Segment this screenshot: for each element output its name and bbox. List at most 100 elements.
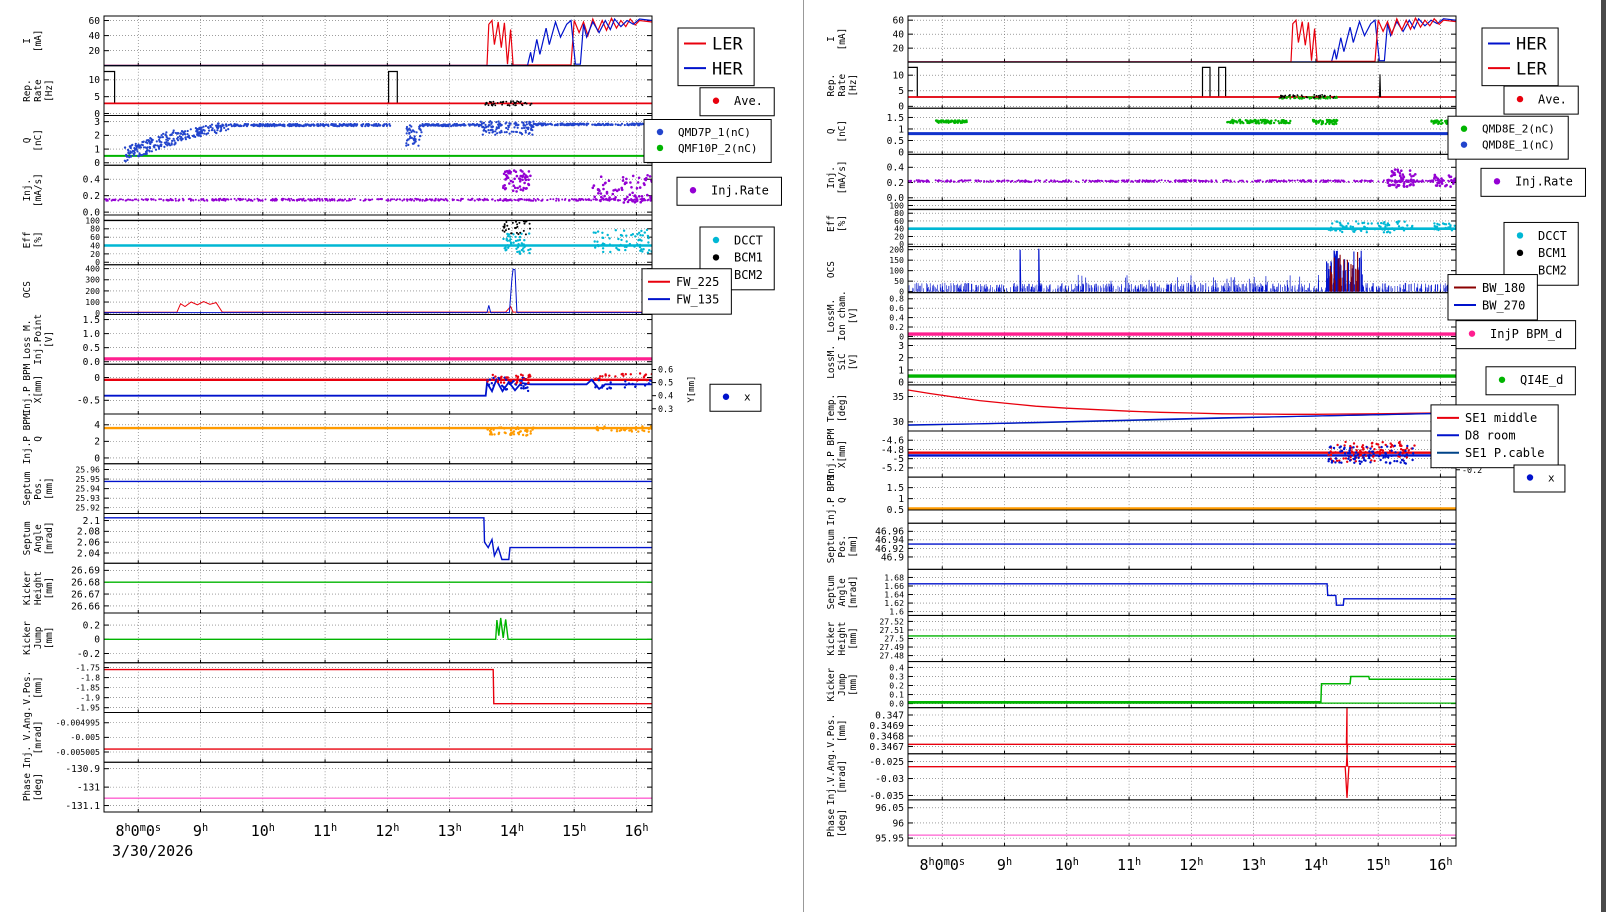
- axis-unit-label: [mm]: [44, 627, 55, 650]
- subplot-charge: 0 1 2 3 Q [nC]: [22, 115, 653, 169]
- legend-item-label: QMD8E_2(nC): [1482, 123, 1555, 136]
- legend-item-label: BW_180: [1482, 281, 1525, 295]
- y-tick-label: 2: [898, 353, 904, 364]
- axis-name-label: Inj.Point: [33, 314, 44, 365]
- legend-item-label: Ave.: [734, 94, 763, 108]
- axis-name-label: I: [22, 38, 33, 44]
- y-tick-label: 27.48: [879, 650, 904, 660]
- axis-unit-label: [mA]: [837, 28, 848, 51]
- series-rep-noise: [1279, 93, 1336, 99]
- y-tick-label: 1.62: [884, 598, 904, 608]
- y-tick-label: 25.95: [75, 474, 100, 484]
- y-tick-label: 0.4: [889, 662, 904, 672]
- y-tick-label: 50: [894, 276, 904, 286]
- y-tick-label: 46.9: [881, 552, 904, 563]
- y-tick-label: 100: [85, 297, 100, 307]
- series-VAng: [1345, 754, 1349, 767]
- legend-box: InjP BPM_d: [1455, 320, 1577, 350]
- axis-name-label: Kicker: [826, 667, 837, 701]
- y-tick-label: 20: [892, 43, 904, 54]
- axis-name-label: Rep.: [22, 79, 33, 102]
- series-LER: [104, 16, 652, 66]
- series-VPos: [1345, 707, 1349, 754]
- subplot-v-ang: -0.005005 -0.005 -0.004995 Inj. V.Ang. [mrad…: [22, 706, 653, 768]
- series-QMD7P_1: [532, 122, 652, 127]
- y-tick-label: 46.94: [875, 535, 904, 546]
- y-tick-label: 46.96: [875, 527, 904, 538]
- x-axis-hour-label: 16h: [1428, 856, 1452, 874]
- axis-unit-label: [%]: [33, 231, 44, 248]
- y-tick-label: 0: [898, 378, 904, 389]
- y-tick-label: 0: [94, 453, 100, 464]
- axis-name-label: OCS: [22, 281, 33, 298]
- series-BW_270: [1038, 248, 1040, 292]
- y-tick-label: 0: [94, 109, 100, 120]
- y-tick-label: 30: [892, 417, 904, 428]
- legend-item-label: D8 room: [1465, 429, 1516, 443]
- axis-name-label: V.Pos.: [826, 714, 837, 748]
- y-tick-label: 0.1: [889, 689, 904, 699]
- y-tick-label: 60: [90, 232, 100, 242]
- series-VAng: [908, 766, 1456, 798]
- legend-item-label: BCM1: [734, 251, 763, 265]
- axis-name-label: V.Pos.: [22, 671, 33, 705]
- series-KickerJump: [104, 617, 652, 640]
- y-tick-label: 40: [892, 30, 904, 41]
- series-QMD7P_1: [479, 120, 535, 136]
- y-tick-label: 0.5: [887, 505, 904, 516]
- y-tick-label: 0: [95, 308, 100, 318]
- axis-name-label: SiC: [837, 353, 848, 370]
- y-tick-label: -5: [892, 454, 904, 465]
- axis-name-label: Ion cham.: [837, 290, 848, 341]
- axis-unit-label: [mm]: [33, 676, 44, 699]
- series-RepRate: [1378, 74, 1382, 98]
- subplot-phase: -131.1 -131 -130.9 Phase [deg]: [22, 761, 653, 813]
- right-y-tick-label: 0.5: [658, 378, 673, 388]
- subplot-temp: 30 35 Temp. [deg]: [826, 384, 1457, 432]
- axis-unit-label: [mrad]: [44, 521, 55, 555]
- subplot-loss-ion: 00.20.40.60.8 LossM. Ion cham. [V]: [826, 290, 1457, 341]
- axis-unit-label: [nC]: [33, 129, 44, 152]
- series-FW_135: [104, 268, 652, 314]
- axis-unit-label: [mA/s]: [837, 160, 848, 194]
- x-axis-hour-label: 10h: [251, 822, 275, 840]
- series-Y: [591, 379, 652, 390]
- legend-box: HER LER: [1481, 27, 1559, 87]
- series-QMD7P_1: [421, 122, 481, 128]
- y-tick-label: 300: [85, 275, 100, 285]
- y-tick-label: -1.75: [75, 662, 100, 672]
- series-DCCT: [1327, 220, 1414, 234]
- y-tick-label: 2: [94, 437, 100, 448]
- y-tick-label: 1.66: [884, 581, 904, 591]
- y-tick-label: 26.67: [71, 589, 100, 600]
- y-tick-label: -4.8: [881, 445, 904, 456]
- x-axis-hour-label: 16h: [624, 822, 648, 840]
- axis-unit-label: [nC]: [837, 120, 848, 143]
- legend-box: Inj.Rate: [1480, 167, 1586, 197]
- subplot-bpm-x: -5.2-5-4.8-4.6-0.200.20.4Y[mm]Inj.P BPMX…: [826, 428, 1501, 479]
- y-tick-label: 60: [894, 216, 904, 226]
- axis-unit-label: [mm]: [848, 627, 859, 650]
- right-y-tick-label: 0.3: [658, 404, 673, 414]
- axis-unit-label: [mrad]: [848, 575, 859, 609]
- panel-ler-strip-charts: 3/30/2026 20 40 60 I [mA] 0 5 10 Rep. Rate [Hz] 0 1 2…: [22, 15, 782, 860]
- legend-box: QI4E_d: [1485, 366, 1576, 396]
- axis-name-label: Septum: [22, 521, 33, 555]
- axis-name-label: Septum: [826, 529, 837, 563]
- subplot-kicker-jump: -0.2 0 0.2 Kicker Jump [mm]: [22, 612, 653, 664]
- y-tick-label: 27.49: [879, 642, 904, 652]
- y-tick-label: 5: [94, 92, 100, 103]
- y-tick-label: 0.3: [889, 671, 904, 681]
- y-tick-label: 0.8: [889, 294, 904, 304]
- axis-name-label: I: [826, 36, 837, 42]
- series-InjRate: [591, 174, 652, 204]
- x-axis-hour-label: 10h: [1055, 856, 1079, 874]
- axis-unit-label: [mrad]: [33, 720, 44, 754]
- y-tick-label: 1: [898, 494, 904, 505]
- series-FW_225: [104, 300, 652, 313]
- y-tick-label: 0.347: [875, 710, 904, 721]
- legend-item-label: QI4E_d: [1520, 373, 1563, 387]
